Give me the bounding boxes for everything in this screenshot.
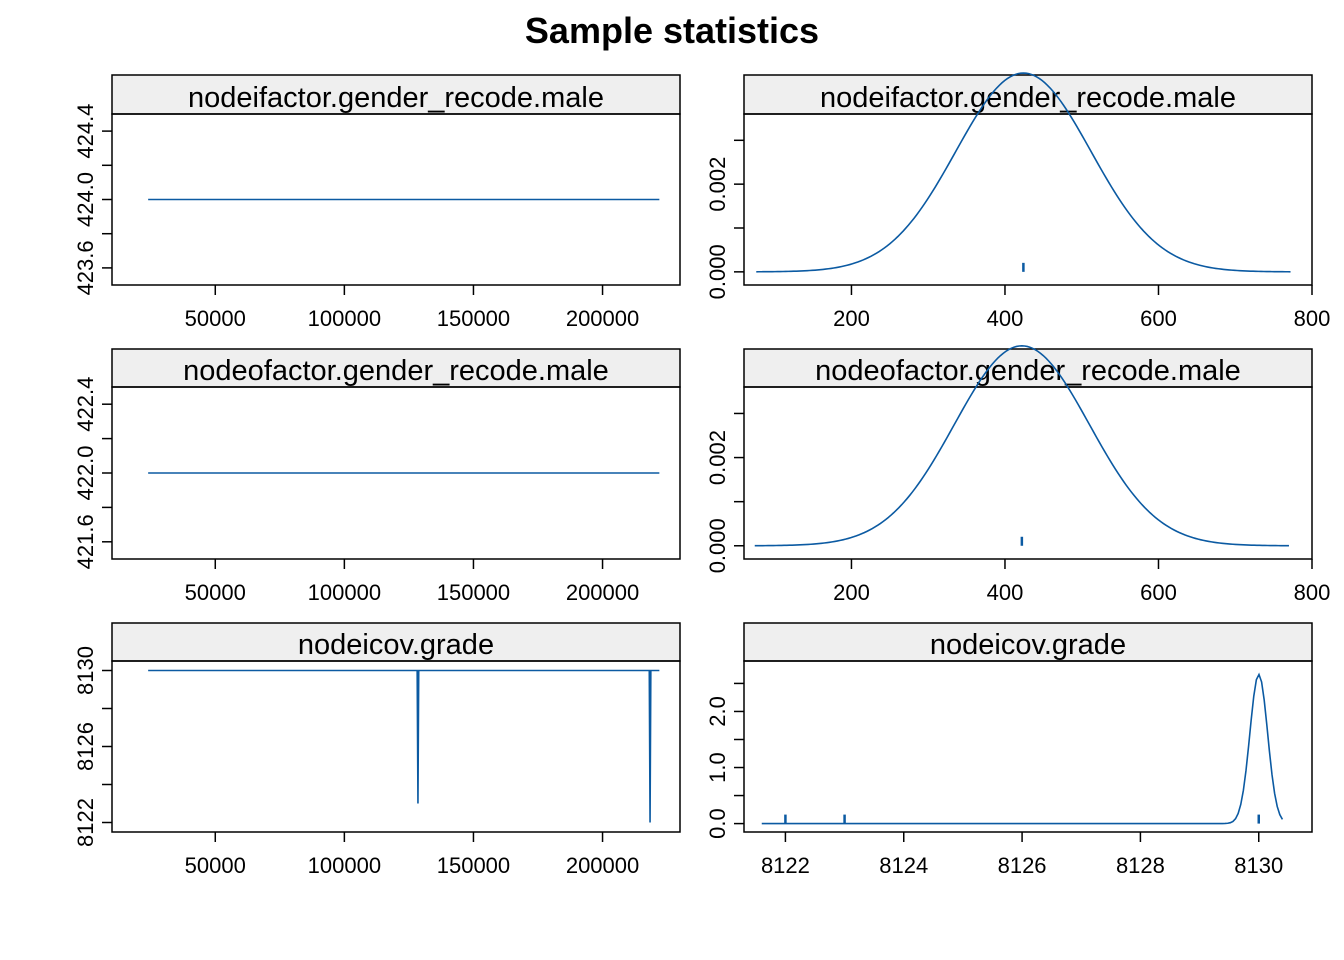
panel-title: nodeifactor.gender_recode.male [188, 82, 604, 114]
x-tick-label: 200000 [566, 306, 639, 331]
panel-title: nodeicov.grade [298, 629, 494, 661]
panel-1: nodeifactor.gender_recode.male 50000 10000… [73, 74, 681, 331]
panel-6: nodeicov.grade 8122 8124 8126 8128 8130 0.0 1.0… [705, 622, 1313, 878]
y-tick-label: 0.002 [705, 157, 730, 212]
x-tick-label: 200 [833, 580, 870, 605]
y-tick-label: 1.0 [705, 752, 730, 783]
x-tick-label: 400 [987, 306, 1024, 331]
x-tick-label: 8124 [879, 853, 928, 878]
x-tick-label: 200 [833, 306, 870, 331]
panel-title: nodeofactor.gender_recode.male [815, 355, 1241, 387]
x-tick-label: 50000 [185, 853, 246, 878]
panel-title: nodeofactor.gender_recode.male [183, 355, 609, 387]
y-tick-label: 424.0 [73, 172, 98, 227]
y-tick-label: 8122 [73, 798, 98, 847]
y-tick-label: 8130 [73, 646, 98, 695]
y-tick-label: 423.6 [73, 240, 98, 295]
y-tick-label: 424.4 [73, 104, 98, 159]
x-tick-label: 600 [1140, 306, 1177, 331]
x-tick-label: 100000 [308, 580, 381, 605]
series-line [148, 669, 660, 823]
panel-title: nodeifactor.gender_recode.male [820, 82, 1236, 114]
y-tick-label: 0.002 [705, 430, 730, 485]
x-tick-label: 800 [1294, 580, 1331, 605]
y-tick-label: 0.0 [705, 808, 730, 839]
y-tick-label: 0.000 [705, 518, 730, 573]
x-tick-label: 800 [1294, 306, 1331, 331]
panel-box [743, 113, 1313, 286]
panel-3: nodeofactor.gender_recode.male 50000 10000… [73, 348, 681, 605]
y-tick-label: 421.6 [73, 514, 98, 569]
x-tick-label: 150000 [437, 306, 510, 331]
series-line [754, 345, 1289, 547]
x-tick-label: 100000 [308, 853, 381, 878]
panel-strip [111, 348, 681, 388]
panel-5: nodeicov.grade 50000 100000 150000 200000 812… [73, 622, 681, 878]
panel-box [743, 660, 1313, 833]
x-tick-label: 200000 [566, 580, 639, 605]
x-tick-label: 150000 [437, 853, 510, 878]
y-tick-label: 0.000 [705, 244, 730, 299]
series-line [761, 672, 1284, 825]
y-tick-label: 422.0 [73, 445, 98, 500]
y-tick-label: 422.4 [73, 377, 98, 432]
x-tick-label: 8130 [1234, 853, 1283, 878]
y-tick-label: 8126 [73, 722, 98, 771]
series-line [756, 72, 1291, 273]
x-tick-label: 100000 [308, 306, 381, 331]
panel-strip [111, 622, 681, 662]
panel-strip [743, 622, 1313, 662]
x-tick-label: 50000 [185, 306, 246, 331]
figure-title: Sample statistics [524, 10, 820, 51]
x-tick-label: 8122 [761, 853, 810, 878]
x-tick-label: 8128 [1116, 853, 1165, 878]
y-tick-label: 2.0 [705, 696, 730, 727]
panel-4: nodeofactor.gender_recode.male 200 400 600 8… [705, 345, 1331, 605]
x-tick-label: 50000 [185, 580, 246, 605]
x-tick-label: 150000 [437, 580, 510, 605]
panel-2: nodeifactor.gender_recode.male 200 400 600 8… [705, 72, 1331, 331]
panel-strip [743, 348, 1313, 388]
x-tick-label: 8126 [998, 853, 1047, 878]
panel-box [111, 660, 681, 833]
x-tick-label: 200000 [566, 853, 639, 878]
x-tick-label: 600 [1140, 580, 1177, 605]
x-tick-label: 400 [987, 580, 1024, 605]
panel-strip [111, 74, 681, 115]
panel-title: nodeicov.grade [930, 629, 1126, 661]
panel-box [743, 386, 1313, 560]
